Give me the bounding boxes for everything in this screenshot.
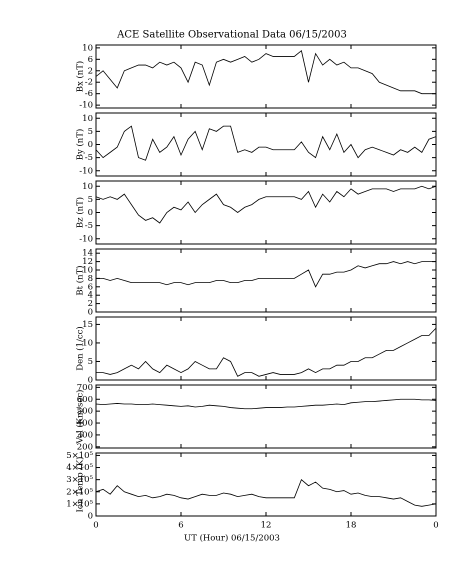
y-axis-label: Bt (nT) — [75, 265, 86, 295]
y-tick-label: -5 — [85, 221, 93, 231]
y-tick-label: 0 — [88, 140, 93, 150]
y-axis-label: Den (1/cc) — [75, 326, 86, 370]
y-tick-label: 5 — [88, 357, 93, 367]
panel-frame — [95, 452, 437, 517]
y-tick-label: 10 — [82, 114, 93, 124]
y-tick-label: 0 — [88, 308, 93, 318]
y-tick-label: 0 — [88, 208, 93, 218]
panel-frame — [95, 384, 437, 449]
y-tick-label: 12 — [82, 257, 93, 267]
y-tick-label: 1×10⁵ — [66, 499, 93, 509]
y-tick-label: 4 — [88, 291, 93, 301]
y-tick-label: 3×10⁵ — [66, 475, 93, 485]
y-tick-label: 700 — [77, 383, 93, 393]
y-tick-label: 6 — [88, 282, 93, 292]
y-tick-label: 0 — [88, 376, 93, 386]
panel-frame — [95, 44, 437, 109]
y-tick-label: 8 — [88, 274, 93, 284]
panel-frame — [95, 180, 437, 245]
y-tick-label: 6 — [88, 55, 93, 65]
y-tick-label: 15 — [82, 320, 93, 330]
data-line — [95, 185, 437, 224]
y-tick-label: 300 — [77, 430, 93, 440]
panel-frame — [95, 316, 437, 381]
y-tick-label: -5 — [85, 153, 93, 163]
y-tick-label: 2 — [88, 299, 93, 309]
y-tick-label: 0 — [88, 512, 93, 522]
y-tick-label: 10 — [82, 266, 93, 276]
y-tick-label: -6 — [85, 89, 93, 99]
panel-frame — [95, 112, 437, 177]
data-line — [96, 327, 437, 377]
y-tick-label: 2 — [88, 66, 93, 76]
x-tick-label: 18 — [346, 521, 357, 531]
y-tick-label: 400 — [77, 419, 93, 429]
y-tick-label: 5 — [88, 195, 93, 205]
chart-title: ACE Satellite Observational Data 06/15/2… — [116, 30, 347, 41]
y-tick-label: -10 — [79, 101, 93, 111]
y-tick-label: 10 — [82, 43, 93, 53]
data-line — [95, 125, 437, 161]
x-tick-label: 6 — [178, 521, 183, 531]
y-tick-label: 5×10⁵ — [66, 451, 93, 461]
y-tick-label: 10 — [82, 182, 93, 192]
data-line — [95, 50, 436, 95]
y-tick-label: 4×10⁵ — [66, 463, 93, 473]
y-tick-label: 500 — [77, 407, 93, 417]
y-axis-label: By (nT) — [75, 129, 86, 161]
data-line — [96, 261, 436, 288]
x-tick-label: 0 — [433, 521, 438, 531]
x-axis-label: UT (Hour) 06/15/2003 — [184, 533, 280, 544]
y-tick-label: 5 — [88, 127, 93, 137]
y-axis-label: Bz (nT) — [75, 197, 86, 228]
x-tick-label: 12 — [261, 521, 272, 531]
data-line — [95, 478, 437, 507]
panel-frame — [95, 248, 437, 313]
y-tick-label: 2×10⁵ — [66, 487, 93, 497]
y-axis-label: Bx (nT) — [75, 61, 86, 93]
y-tick-label: -10 — [79, 166, 93, 176]
y-tick-label: 200 — [77, 442, 93, 452]
y-tick-label: -2 — [85, 78, 93, 88]
y-axis-label: Vel (Km/sec) — [75, 390, 86, 445]
y-tick-label: -10 — [79, 234, 93, 244]
y-tick-label: 600 — [77, 395, 93, 405]
x-tick-label: 0 — [93, 521, 98, 531]
data-line — [95, 398, 437, 410]
y-axis-label: Ion Temp (K) — [75, 457, 86, 513]
y-tick-label: 14 — [82, 249, 93, 259]
y-tick-label: 10 — [82, 338, 93, 348]
